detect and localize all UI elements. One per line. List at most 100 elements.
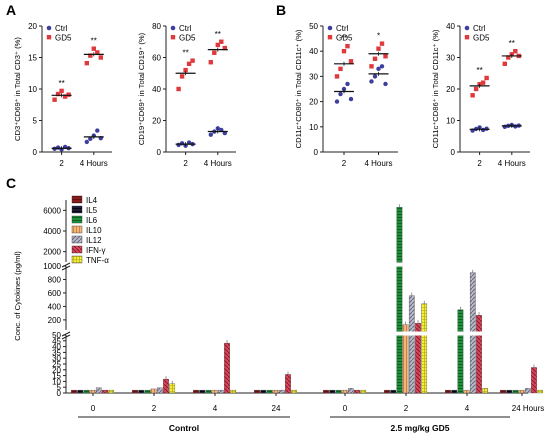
y-tick-label: 45 — [52, 337, 61, 346]
legend-label: GD5 — [473, 34, 490, 43]
bar-TNF-α — [108, 389, 115, 394]
y-tick-label: 0 — [33, 148, 38, 157]
bar-break — [408, 331, 415, 336]
y-tick-label: 35 — [52, 348, 61, 357]
gd5-point — [480, 80, 486, 85]
y-tick-label: 40 — [152, 85, 161, 94]
gd5-point — [98, 55, 103, 60]
y-tick-label: 15 — [28, 54, 37, 63]
bar-IL5 — [506, 389, 513, 394]
x-tick-label: 2 — [183, 159, 188, 168]
y-tick-label: 0 — [451, 148, 456, 157]
gd5-point — [219, 39, 224, 44]
legend-label: Ctrl — [336, 24, 349, 33]
bar-IL10 — [89, 389, 96, 394]
bar-IL6 — [266, 389, 273, 394]
x-tick-label: 2 — [477, 159, 482, 168]
bar-IL10 — [211, 389, 218, 394]
bar-TNF-α — [482, 388, 489, 394]
scatter-b2: 0 10 20 30 40 CD11c⁺CD86⁺ in Total CD11c⁺ (%)… — [431, 22, 530, 168]
ctrl-point — [379, 64, 385, 69]
bar-break — [414, 331, 421, 336]
gd5-point — [379, 41, 385, 46]
gd5-point — [341, 49, 347, 54]
ctrl-point — [348, 96, 354, 102]
significance-mark: * — [377, 32, 380, 41]
bar-IL10 — [272, 389, 279, 394]
gd5-point — [470, 93, 475, 98]
x-tick-label: 4 Hours — [364, 159, 392, 168]
bar-IL12 — [408, 295, 415, 394]
x-tick-label: 24 Hours — [512, 404, 544, 413]
gd5-point — [369, 64, 374, 69]
x-tick-label: 24 — [272, 404, 281, 413]
ctrl-point — [88, 136, 93, 141]
bar-IFN-γ — [531, 367, 537, 394]
scatter-a1: 0 5 10 15 20 CD3⁺CD69⁺ in Total CD3⁺ (%) 2 4 Ho… — [13, 22, 112, 168]
gd5-point — [383, 54, 388, 59]
y-axis-label: CD3⁺CD69⁺ in Total CD3⁺ (%) — [13, 37, 22, 141]
legend-label: Ctrl — [473, 24, 486, 33]
bar-IL5 — [138, 389, 145, 394]
bar-IL12 — [278, 389, 285, 394]
gd5-point — [506, 55, 511, 60]
gd5-point — [88, 53, 93, 58]
y-tick-label: 40 — [52, 343, 61, 352]
ctrl-point — [383, 81, 388, 87]
bar-IL6 — [457, 309, 464, 394]
panel-label-b: B — [276, 2, 286, 18]
bar-IL4 — [193, 389, 199, 394]
gd5-point — [183, 67, 188, 73]
bar-IL10 — [518, 389, 525, 394]
x-tick-label: 4 — [465, 404, 470, 413]
legend-label: Ctrl — [179, 24, 192, 33]
ctrl-point — [84, 139, 90, 145]
legend-label: GD5 — [55, 34, 72, 43]
y-tick-label: 30 — [309, 72, 318, 81]
bar-IL10 — [463, 389, 470, 394]
ctrl-point — [338, 91, 343, 97]
axis-break — [61, 265, 71, 271]
x-tick-label: 2 — [59, 159, 64, 168]
y-tick-label: 10 — [309, 123, 318, 132]
gd5-point — [84, 60, 89, 66]
legend-swatch — [71, 255, 83, 264]
legend-swatch — [71, 205, 83, 214]
bar-IL5 — [199, 389, 206, 394]
bar-IFN-γ — [476, 315, 482, 394]
gd5-point — [59, 88, 64, 94]
gd5-point — [190, 58, 195, 63]
y-tick-label: 400 — [48, 302, 62, 311]
scatter-b1: 0 10 20 30 40 50 CD11c⁺CD80⁺ in Total CD11c⁺ (… — [294, 22, 398, 168]
bar-TNF-α — [291, 389, 298, 394]
gd5-point — [52, 97, 57, 102]
gd5-point — [66, 92, 71, 97]
legend-label: TNF-α — [86, 256, 109, 265]
bar-TNF-α — [421, 303, 428, 394]
y-axis-label: CD11c⁺CD80⁺ in Total CD11c⁺ (%) — [294, 29, 303, 148]
y-tick-label: 20 — [446, 85, 455, 94]
bar-IL5 — [329, 389, 336, 394]
scatter-a2: 0 20 40 60 80 CD19⁺CD69⁺ in Total CD19⁺ (%) 2 4… — [137, 22, 236, 168]
bar-IL5 — [451, 389, 458, 394]
legend-swatch — [71, 225, 83, 234]
gd5-point — [372, 56, 378, 61]
bar-IFN-γ — [354, 389, 360, 394]
legend-label: IFN-γ — [86, 246, 106, 255]
significance-mark: ** — [476, 66, 482, 75]
bar-IL6 — [205, 389, 212, 394]
y-axis-label: Conc. of Cytokines (pg/ml) — [13, 251, 22, 341]
bar-TNF-α — [230, 389, 237, 394]
bar-TNF-α — [169, 383, 176, 394]
bar-IL4 — [323, 389, 329, 394]
y-tick-label: 10 — [52, 377, 61, 386]
legend-marker-gd5 — [46, 35, 52, 40]
y-tick-label: 0 — [57, 389, 62, 398]
x-tick-label: 2 — [404, 404, 409, 413]
gd5-point — [222, 45, 227, 51]
bar-IL4 — [500, 389, 506, 394]
bar-IL10 — [341, 389, 348, 394]
y-tick-label: 4000 — [43, 227, 61, 236]
y-axis-label: CD19⁺CD69⁺ in Total CD19⁺ (%) — [137, 32, 146, 145]
